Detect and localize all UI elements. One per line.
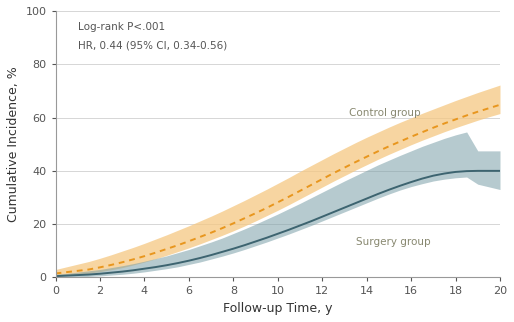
Text: Control group: Control group [349, 108, 420, 118]
Text: Surgery group: Surgery group [356, 238, 430, 248]
Text: HR, 0.44 (95% CI, 0.34-0.56): HR, 0.44 (95% CI, 0.34-0.56) [78, 40, 227, 50]
Text: Log-rank P<.001: Log-rank P<.001 [78, 22, 165, 32]
Y-axis label: Cumulative Incidence, %: Cumulative Incidence, % [7, 66, 20, 222]
X-axis label: Follow-up Time, y: Follow-up Time, y [223, 302, 333, 315]
